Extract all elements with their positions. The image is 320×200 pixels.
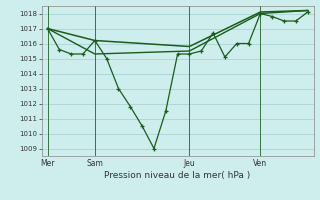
X-axis label: Pression niveau de la mer( hPa ): Pression niveau de la mer( hPa )	[104, 171, 251, 180]
